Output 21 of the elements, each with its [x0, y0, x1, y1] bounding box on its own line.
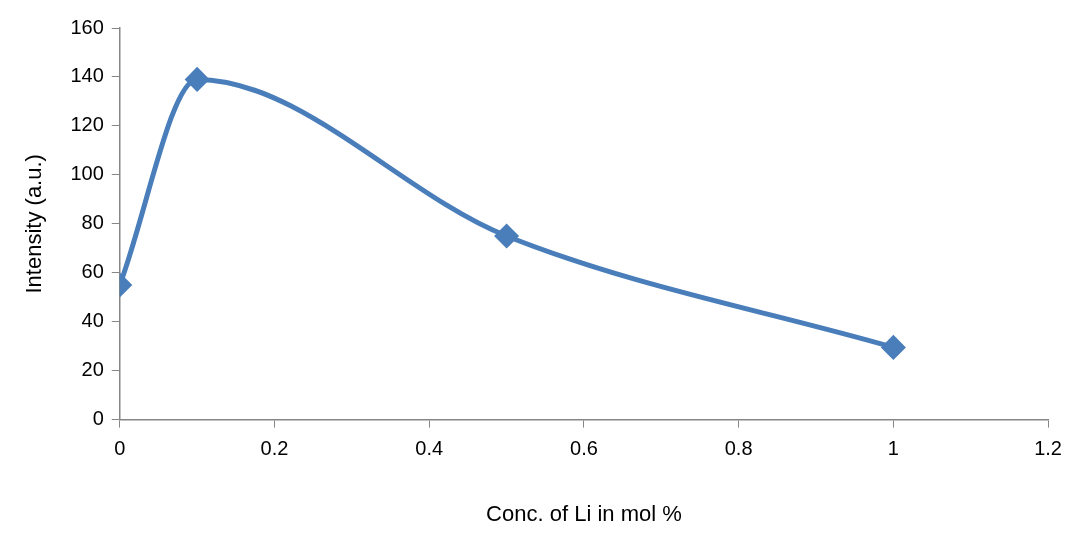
y-tick-label: 20: [81, 358, 104, 381]
x-axis-title: Conc. of Li in mol %: [486, 500, 682, 526]
x-tick-label: 1: [887, 437, 899, 460]
x-tick-label: 0.4: [415, 437, 444, 460]
x-tick-label: 0.6: [570, 437, 598, 460]
y-tick-label: 160: [70, 15, 104, 38]
y-tick-label: 120: [70, 113, 104, 136]
x-tick-label: 1.2: [1034, 437, 1062, 460]
y-tick-label: 140: [70, 64, 104, 87]
x-tick-label: 0.8: [724, 437, 753, 460]
point: [495, 224, 519, 248]
y-tick-label: 80: [81, 211, 104, 234]
y-tick-label: 0: [92, 407, 104, 430]
y-tick-label: 60: [81, 260, 104, 283]
point: [881, 335, 905, 359]
y-tick-label: 40: [81, 309, 104, 332]
y-axis-title: Intensity (a.u.): [21, 154, 47, 294]
x-tick-label: 0.2: [260, 437, 289, 460]
point: [185, 67, 209, 91]
x-tick-label: 0: [114, 437, 126, 460]
y-tick-label: 100: [70, 162, 104, 185]
